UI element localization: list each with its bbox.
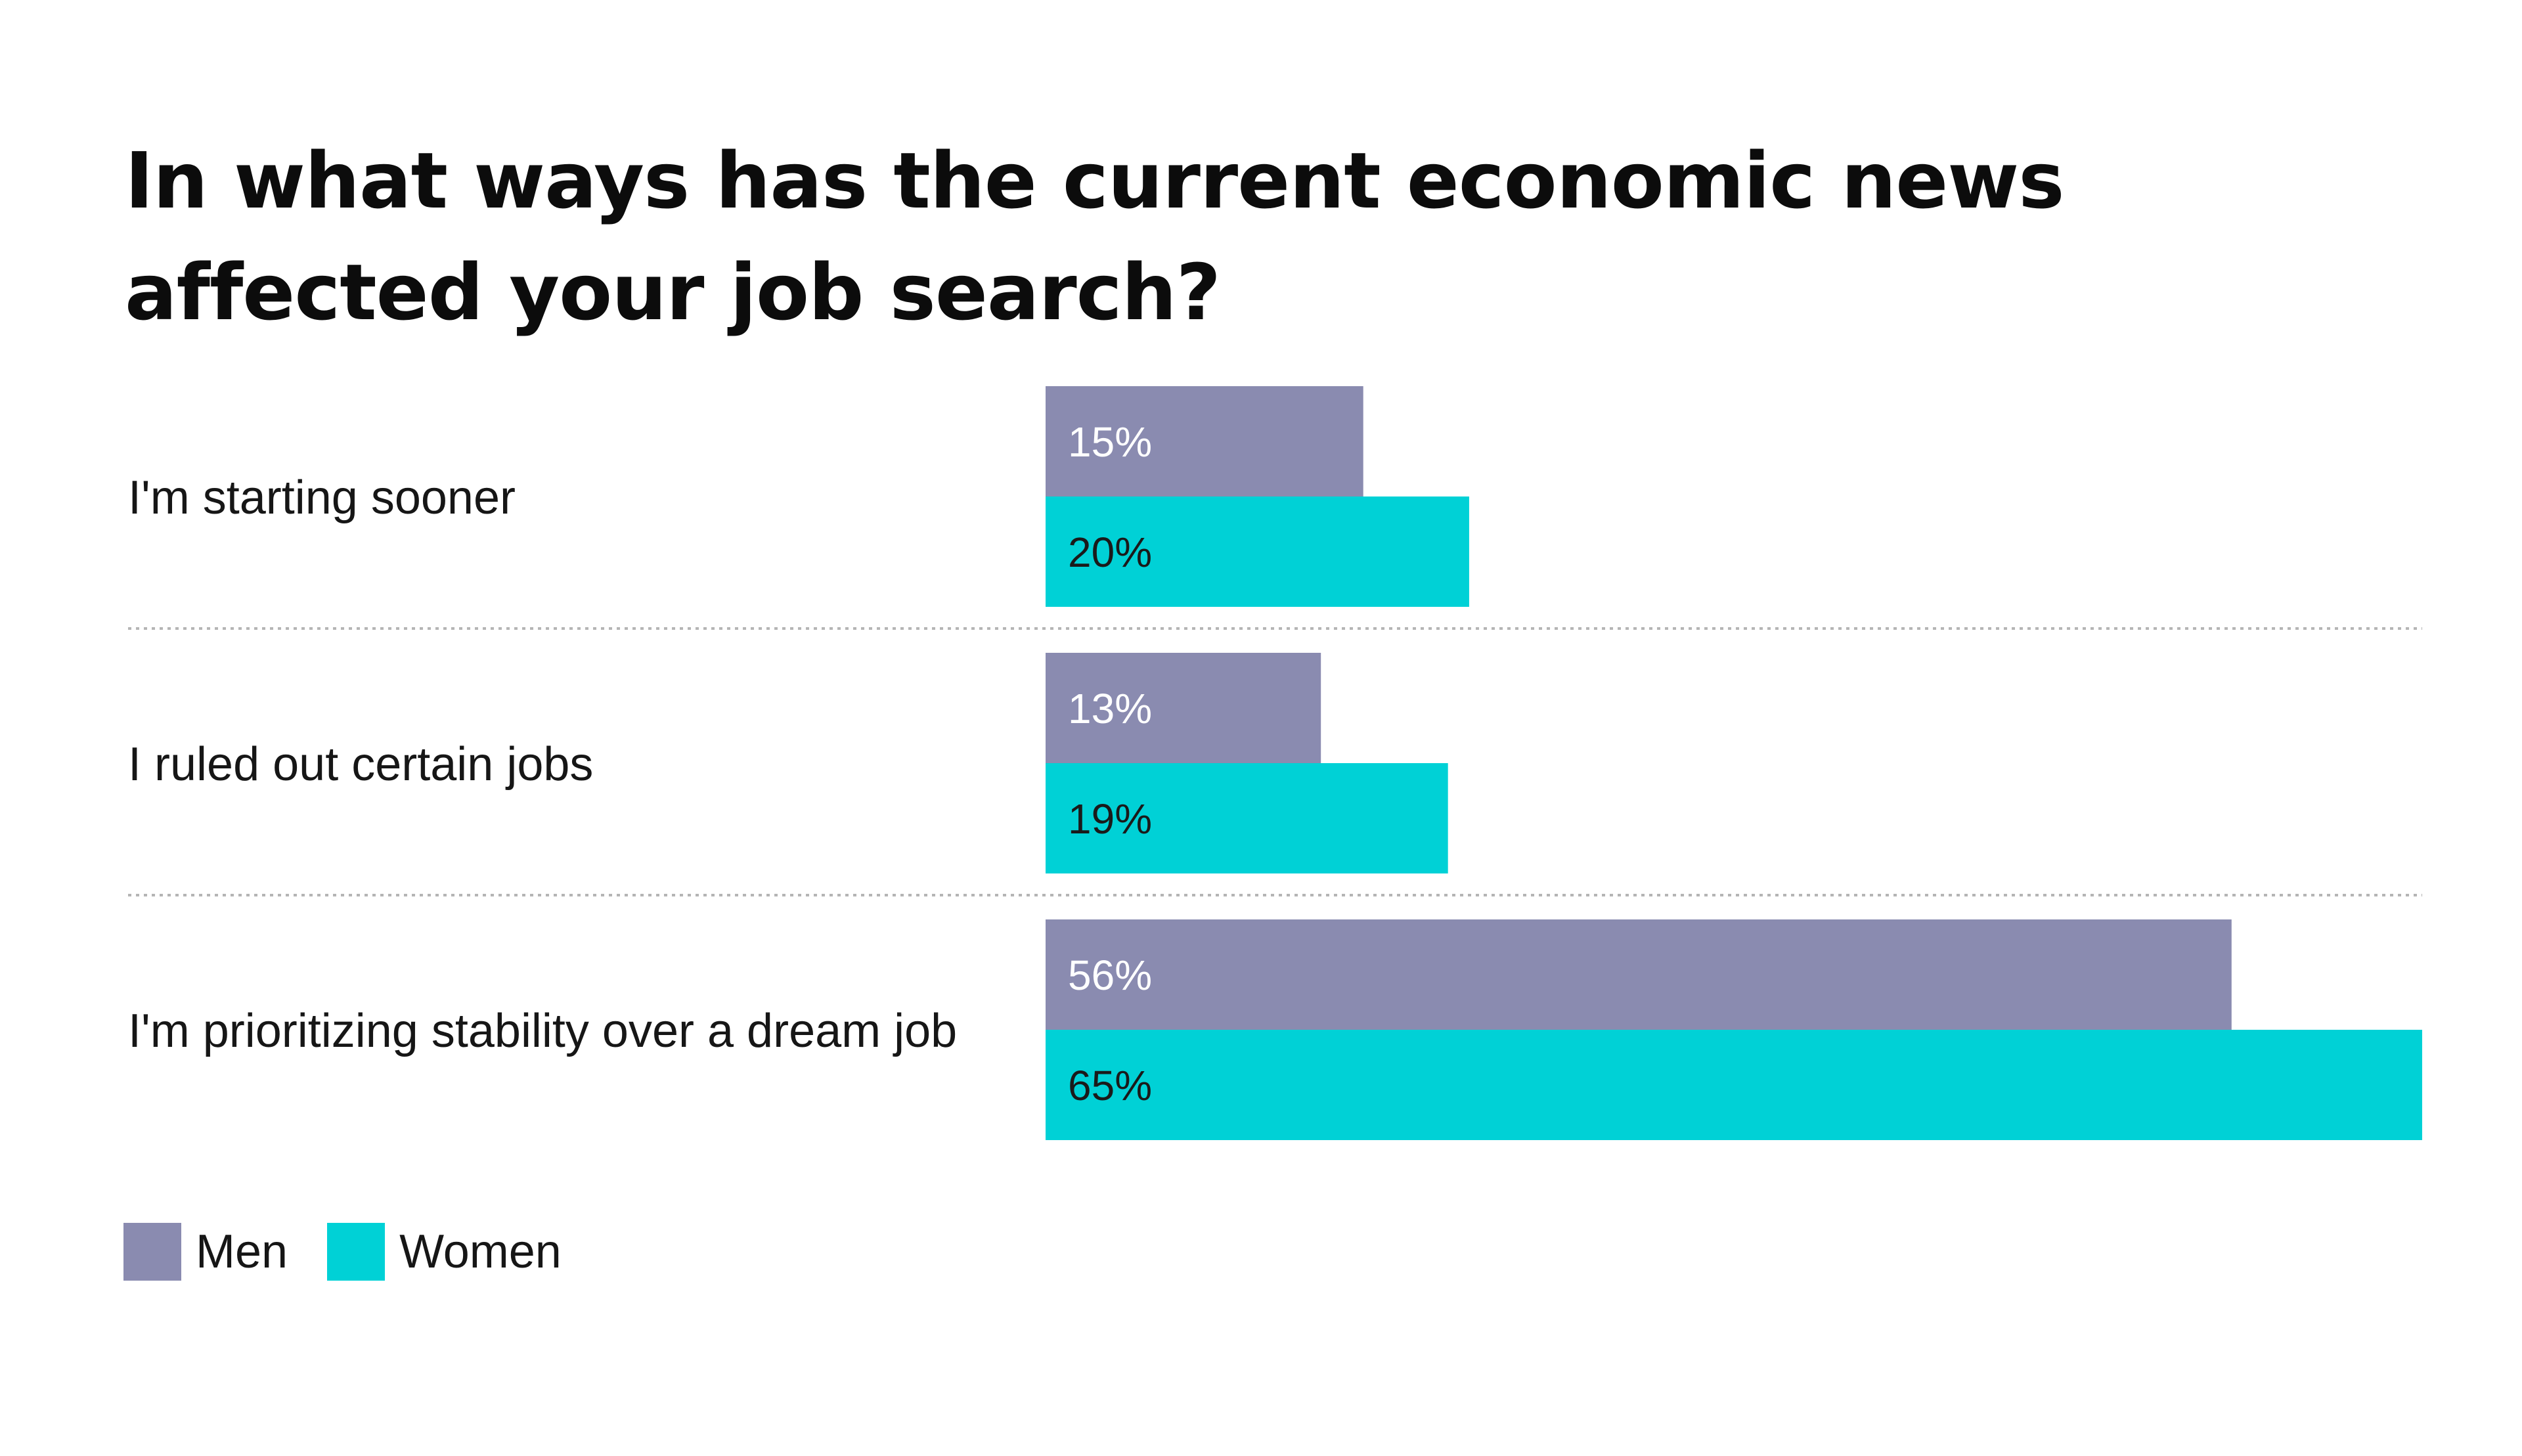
legend-item-men: Men xyxy=(123,1223,288,1281)
data-label: 13% xyxy=(1068,685,1152,732)
bar-women xyxy=(1046,1030,2422,1140)
category-label: I'm starting sooner xyxy=(128,472,516,524)
data-label: 15% xyxy=(1068,418,1152,466)
legend-label-men: Men xyxy=(196,1225,288,1278)
bar-men xyxy=(1046,653,1321,763)
bar-men xyxy=(1046,919,2232,1030)
data-label: 56% xyxy=(1068,952,1152,999)
chart-title: In what ways has the current economic ne… xyxy=(125,135,2065,338)
legend-item-women: Women xyxy=(327,1223,562,1281)
category-label: I ruled out certain jobs xyxy=(128,738,593,791)
bar-women xyxy=(1046,763,1448,873)
legend-swatch-men xyxy=(123,1223,181,1281)
bar-women xyxy=(1046,496,1469,607)
legend-swatch-women xyxy=(327,1223,386,1281)
data-label: 19% xyxy=(1068,795,1152,843)
data-label: 65% xyxy=(1068,1062,1152,1109)
data-label: 20% xyxy=(1068,529,1152,576)
category-label: I'm prioritizing stability over a dream … xyxy=(128,1005,957,1057)
legend: Men Women xyxy=(123,1223,562,1281)
bar-men xyxy=(1046,386,1363,496)
legend-label-women: Women xyxy=(399,1225,562,1278)
